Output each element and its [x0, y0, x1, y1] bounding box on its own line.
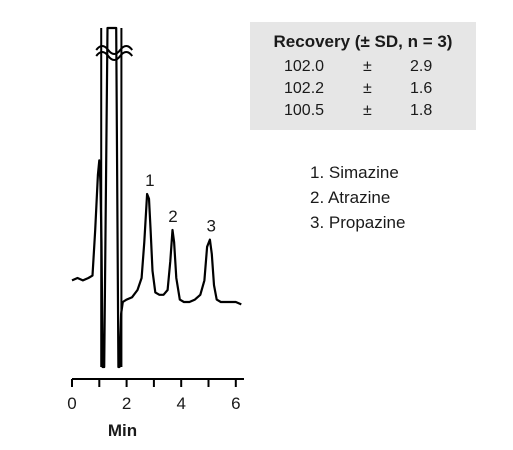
x-tick-label: 0 — [67, 394, 76, 413]
chromatogram-trace — [71, 26, 242, 369]
peak-label: 2 — [168, 207, 177, 226]
x-tick-label: 4 — [176, 394, 185, 413]
recovery-row: 102.2 ± 1.6 — [250, 80, 476, 100]
legend-item-simazine: 1. Simazine — [310, 163, 399, 182]
recovery-value: 100.5 — [284, 102, 325, 119]
recovery-sd: 1.8 — [410, 102, 433, 119]
recovery-sd: 2.9 — [410, 58, 433, 75]
recovery-row: 100.5 ± 1.8 — [250, 102, 476, 122]
plus-minus-sign: ± — [363, 80, 372, 97]
x-tick-label: 6 — [231, 394, 240, 413]
recovery-value: 102.0 — [284, 58, 325, 75]
recovery-sd: 1.6 — [410, 80, 433, 97]
axis-break-mark — [95, 51, 134, 61]
legend-item-atrazine: 2. Atrazine — [310, 188, 391, 207]
peak-label: 1 — [145, 171, 154, 190]
compound-legend: 1. Simazine 2. Atrazine 3. Propazine — [310, 160, 405, 235]
legend-item-propazine: 3. Propazine — [310, 213, 406, 232]
peak-label: 3 — [206, 217, 215, 236]
axis-break-mark — [95, 45, 134, 55]
recovery-table: Recovery (± SD, n = 3) 102.0 ± 2.9 102.2… — [250, 22, 476, 130]
plus-minus-sign: ± — [363, 102, 372, 119]
plus-minus-sign: ± — [363, 58, 372, 75]
x-axis-label: Min — [108, 421, 137, 440]
x-tick-label: 2 — [122, 394, 131, 413]
recovery-value: 102.2 — [284, 80, 325, 97]
recovery-title: Recovery (± SD, n = 3) — [273, 32, 453, 51]
recovery-row: 102.0 ± 2.9 — [250, 58, 476, 78]
